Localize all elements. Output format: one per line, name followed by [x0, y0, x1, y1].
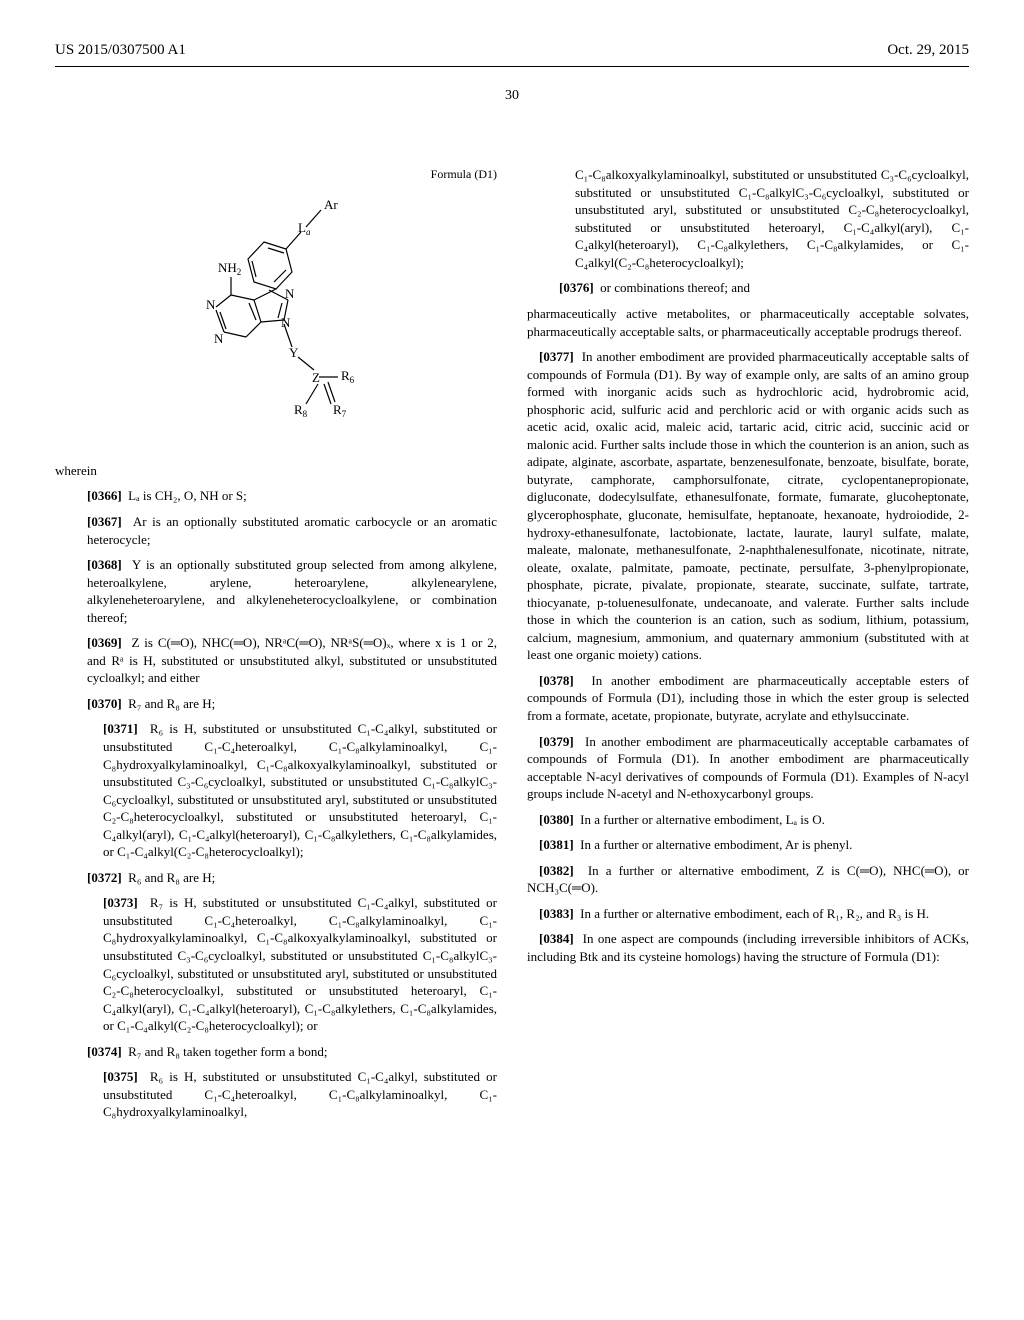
label-r6: R6 — [341, 368, 355, 385]
left-column: Formula (D1) — [55, 166, 497, 1129]
para-text: R₆ is H, substituted or unsubstituted C₁… — [103, 1069, 497, 1119]
para-text: In one aspect are compounds (including i… — [527, 931, 969, 964]
page-number: 30 — [55, 87, 969, 106]
para-text: Z is C(═O), NHC(═O), NRᵃC(═O), NRᵃS(═O)ₓ… — [87, 635, 497, 685]
para-0368: [0368] Y is an optionally substituted gr… — [87, 556, 497, 626]
para-num: [0376] — [559, 280, 594, 295]
label-z: Z — [312, 370, 320, 385]
para-text: Lₐ is CH₂, O, NH or S; — [128, 488, 247, 503]
para-num: [0370] — [87, 696, 122, 711]
para-0381: [0381] In a further or alternative embod… — [527, 836, 969, 854]
para-num: [0377] — [539, 349, 574, 364]
para-num: [0381] — [539, 837, 574, 852]
label-r7: R7 — [333, 402, 347, 419]
para-num: [0378] — [539, 673, 574, 688]
para-0370: [0370] R₇ and R₈ are H; — [87, 695, 497, 713]
right-column: C₁-C₈alkoxyalkylaminoalkyl, substituted … — [527, 166, 969, 1129]
para-text: In a further or alternative embodiment, … — [527, 863, 969, 896]
publication-date: Oct. 29, 2015 — [887, 40, 969, 60]
wherein-text: wherein — [55, 462, 497, 480]
label-n4: N — [281, 315, 291, 330]
para-text: In another embodiment are pharmaceutical… — [527, 734, 969, 802]
para-text: Ar is an optionally substituted aromatic… — [87, 514, 497, 547]
para-num: [0372] — [87, 870, 122, 885]
para-num: [0369] — [87, 635, 122, 650]
page-header: US 2015/0307500 A1 Oct. 29, 2015 — [55, 40, 969, 67]
para-0374: [0374] R₇ and R₈ taken together form a b… — [87, 1043, 497, 1061]
para-0375-continued: C₁-C₈alkoxyalkylaminoalkyl, substituted … — [575, 166, 969, 271]
two-column-layout: Formula (D1) — [55, 166, 969, 1129]
para-0377: [0377] In another embodiment are provide… — [527, 348, 969, 664]
para-text: Y is an optionally substituted group sel… — [87, 557, 497, 625]
pharma-closing-text: pharmaceutically active metabolites, or … — [527, 305, 969, 340]
para-num: [0367] — [87, 514, 122, 529]
label-n3: N — [285, 286, 295, 301]
para-0372: [0372] R₆ and R₈ are H; — [87, 869, 497, 887]
para-num: [0379] — [539, 734, 574, 749]
para-text: or combinations thereof; and — [600, 280, 750, 295]
para-text: In a further or alternative embodiment, … — [580, 837, 852, 852]
para-num: [0384] — [539, 931, 574, 946]
formula-label: Formula (D1) — [55, 166, 497, 182]
para-text: In another embodiment are provided pharm… — [527, 349, 969, 662]
para-0371: [0371] R₆ is H, substituted or unsubstit… — [103, 720, 497, 860]
para-text: In a further or alternative embodiment, … — [580, 812, 825, 827]
para-text: R₆ is H, substituted or unsubstituted C₁… — [103, 721, 497, 859]
para-text: R₇ and R₈ are H; — [128, 696, 215, 711]
para-0384: [0384] In one aspect are compounds (incl… — [527, 930, 969, 965]
label-n1: N — [206, 297, 216, 312]
para-num: [0383] — [539, 906, 574, 921]
para-0376: [0376] or combinations thereof; and — [559, 279, 969, 297]
para-num: [0373] — [103, 895, 138, 910]
para-0380: [0380] In a further or alternative embod… — [527, 811, 969, 829]
para-0366: [0366] Lₐ is CH₂, O, NH or S; — [87, 487, 497, 505]
label-nh2: NH2 — [218, 260, 241, 277]
para-0383: [0383] In a further or alternative embod… — [527, 905, 969, 923]
label-ar: Ar — [324, 197, 338, 212]
para-0369: [0369] Z is C(═O), NHC(═O), NRᵃC(═O), NR… — [87, 634, 497, 687]
para-0382: [0382] In a further or alternative embod… — [527, 862, 969, 897]
para-0375: [0375] R₆ is H, substituted or unsubstit… — [103, 1068, 497, 1121]
para-num: [0375] — [103, 1069, 138, 1084]
publication-number: US 2015/0307500 A1 — [55, 40, 186, 60]
label-n2: N — [214, 331, 224, 346]
para-0373: [0373] R₇ is H, substituted or unsubstit… — [103, 894, 497, 1034]
para-text: R₇ is H, substituted or unsubstituted C₁… — [103, 895, 497, 1033]
structure-svg: Ar La NH2 N N N N Y Z R6 R7 R8 — [176, 192, 376, 427]
label-la: La — [298, 220, 311, 237]
para-num: [0380] — [539, 812, 574, 827]
label-y: Y — [289, 345, 299, 360]
para-text: R₇ and R₈ taken together form a bond; — [128, 1044, 327, 1059]
para-num: [0366] — [87, 488, 122, 503]
para-text: In a further or alternative embodiment, … — [580, 906, 929, 921]
para-num: [0374] — [87, 1044, 122, 1059]
para-0378: [0378] In another embodiment are pharmac… — [527, 672, 969, 725]
para-text: R₆ and R₈ are H; — [128, 870, 215, 885]
chemical-structure: Ar La NH2 N N N N Y Z R6 R7 R8 — [55, 192, 497, 432]
label-r8: R8 — [294, 402, 308, 419]
para-num: [0371] — [103, 721, 138, 736]
para-num: [0382] — [539, 863, 574, 878]
para-0367: [0367] Ar is an optionally substituted a… — [87, 513, 497, 548]
para-text: In another embodiment are pharmaceutical… — [527, 673, 969, 723]
para-num: [0368] — [87, 557, 122, 572]
para-0379: [0379] In another embodiment are pharmac… — [527, 733, 969, 803]
